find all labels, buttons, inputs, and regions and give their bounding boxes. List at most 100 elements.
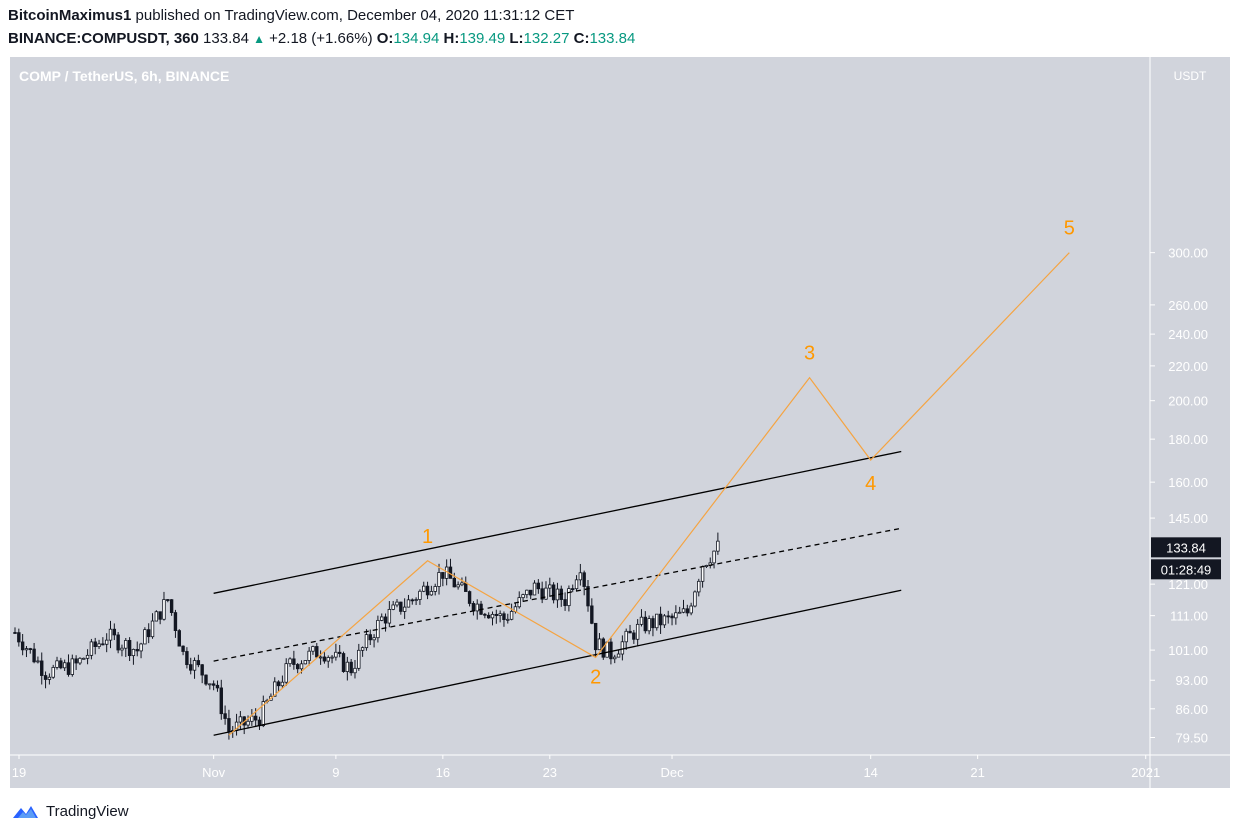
candle-body bbox=[135, 648, 139, 652]
high-value: 139.49 bbox=[459, 30, 506, 47]
candle-body bbox=[418, 590, 422, 600]
candle-body bbox=[609, 641, 613, 660]
candle-body bbox=[89, 641, 94, 656]
candle-body bbox=[85, 654, 90, 659]
candle-body bbox=[17, 632, 21, 643]
wave-label-4: 4 bbox=[865, 473, 876, 495]
candle-body bbox=[387, 608, 392, 624]
candle-body bbox=[437, 572, 441, 587]
candle-body bbox=[643, 616, 647, 632]
candle-body bbox=[494, 613, 499, 616]
candle-body bbox=[395, 601, 399, 606]
candle-body bbox=[567, 588, 571, 607]
candle-body bbox=[303, 660, 308, 665]
candle-body bbox=[112, 628, 117, 636]
candle-body bbox=[20, 641, 25, 651]
candle-body bbox=[55, 660, 59, 668]
candle-body bbox=[169, 599, 174, 613]
last-price: 133.84 bbox=[203, 30, 249, 47]
candle-body bbox=[162, 599, 166, 620]
candle-body bbox=[712, 550, 716, 564]
wave-label-1: 1 bbox=[422, 526, 433, 548]
candle-body bbox=[13, 632, 17, 634]
candle-body bbox=[716, 540, 720, 552]
candle-body bbox=[571, 588, 575, 590]
candle-body bbox=[204, 674, 208, 685]
candle-body bbox=[322, 656, 327, 662]
candle-body bbox=[368, 634, 372, 641]
candle-body bbox=[59, 660, 63, 669]
candle-body bbox=[357, 649, 361, 669]
y-tick-label: 101.00 bbox=[1168, 643, 1208, 658]
candle-body bbox=[120, 647, 124, 651]
candle-body bbox=[590, 605, 594, 624]
candle-body bbox=[364, 634, 369, 649]
tradingview-cloud-icon[interactable] bbox=[10, 802, 40, 820]
y-tick-label: 86.00 bbox=[1175, 702, 1208, 717]
low-value: 132.27 bbox=[523, 30, 570, 47]
candle-body bbox=[582, 572, 586, 587]
y-tick-label: 121.00 bbox=[1168, 577, 1208, 592]
candle-body bbox=[311, 646, 315, 652]
candle-body bbox=[66, 662, 71, 675]
candle-body bbox=[78, 657, 82, 664]
candle-body bbox=[62, 662, 67, 669]
candle-body bbox=[655, 613, 659, 629]
close-value: 133.84 bbox=[589, 30, 636, 47]
y-tick-label: 180.00 bbox=[1168, 432, 1208, 447]
close-label: C: bbox=[573, 30, 590, 47]
x-tick-label: 16 bbox=[436, 765, 450, 780]
candle-body bbox=[146, 629, 151, 638]
candle-body bbox=[337, 651, 342, 654]
candle-body bbox=[295, 664, 300, 670]
candle-body bbox=[586, 586, 590, 607]
countdown-badge bbox=[1151, 559, 1221, 580]
candle-body bbox=[51, 667, 55, 678]
up-arrow-icon: ▲ bbox=[253, 32, 265, 46]
candle-body bbox=[467, 591, 472, 604]
candle-body bbox=[498, 613, 502, 616]
candle-body bbox=[97, 643, 101, 647]
last-price-badge bbox=[1151, 537, 1221, 558]
candle-body bbox=[246, 720, 250, 726]
symbol-label: BINANCE:COMPUSDT, 360 bbox=[8, 30, 199, 47]
candle-body bbox=[273, 681, 277, 697]
candlestick-series bbox=[13, 532, 720, 740]
candle-body bbox=[651, 618, 655, 629]
candle-body bbox=[208, 683, 212, 686]
candle-body bbox=[185, 651, 189, 666]
y-tick-label: 79.50 bbox=[1175, 731, 1208, 746]
candle-body bbox=[429, 591, 434, 596]
candle-body bbox=[32, 648, 36, 663]
candle-body bbox=[101, 643, 105, 646]
last-price-label: 133.84 bbox=[1166, 540, 1206, 555]
candle-body bbox=[238, 716, 243, 723]
candle-body bbox=[414, 599, 418, 601]
candle-body bbox=[139, 643, 143, 652]
candle-body bbox=[391, 604, 395, 610]
y-tick-label: 200.00 bbox=[1168, 394, 1208, 409]
candle-body bbox=[658, 613, 663, 626]
candle-body bbox=[613, 656, 617, 660]
candle-body bbox=[166, 599, 170, 601]
y-tick-label: 160.00 bbox=[1168, 475, 1208, 490]
candle-body bbox=[261, 701, 265, 727]
candle-body bbox=[460, 582, 464, 586]
candle-body bbox=[131, 648, 136, 657]
candle-body bbox=[399, 601, 403, 612]
y-tick-label: 260.00 bbox=[1168, 298, 1208, 313]
price-change: +2.18 (+1.66%) bbox=[269, 30, 373, 47]
footer-brand[interactable]: TradingView bbox=[46, 802, 129, 820]
candle-body bbox=[219, 687, 223, 715]
y-tick-label: 93.00 bbox=[1175, 673, 1208, 688]
candle-body bbox=[402, 606, 407, 612]
candle-body bbox=[280, 681, 285, 687]
candle-body bbox=[70, 658, 74, 675]
candle-body bbox=[288, 658, 292, 665]
wave-projection-line bbox=[228, 252, 1070, 736]
author-name[interactable]: BitcoinMaximus1 bbox=[8, 7, 132, 24]
candle-body bbox=[215, 684, 220, 689]
candle-body bbox=[154, 611, 159, 622]
candle-body bbox=[326, 657, 330, 662]
